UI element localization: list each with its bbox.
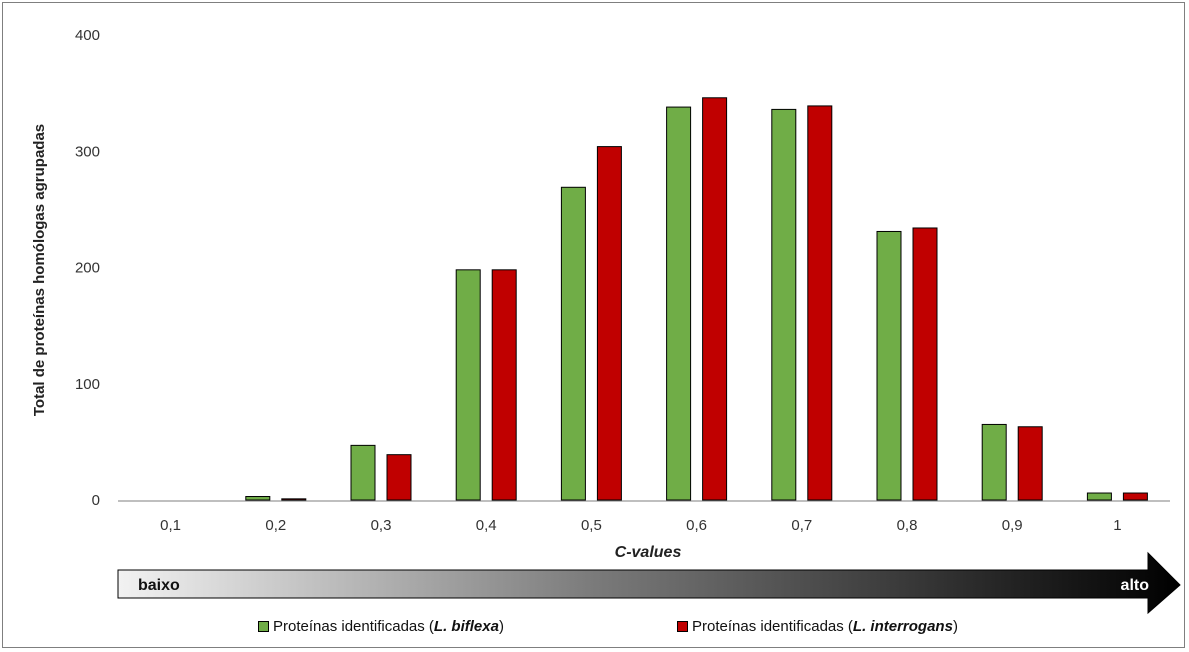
legend-swatch-red [677, 621, 688, 632]
x-tick-label: 0,2 [265, 517, 286, 534]
bar-biflexa [666, 106, 692, 501]
bar-biflexa [876, 230, 902, 501]
legend-species: L. interrogans [852, 618, 953, 635]
legend-prefix: Proteínas identificadas ( [692, 618, 853, 635]
x-tick-label: 0,9 [1002, 517, 1023, 534]
x-tick-label: 0,1 [160, 517, 181, 534]
y-tick-label: 0 [92, 492, 100, 509]
y-tick-label: 200 [75, 260, 100, 277]
y-axis-ticks: 0 100 200 300 400 [75, 27, 100, 509]
y-tick-label: 400 [75, 27, 100, 44]
bar-biflexa [771, 108, 797, 501]
gradient-arrow: baixo alto [117, 551, 1181, 615]
bar-interrogans [912, 227, 938, 501]
bar-biflexa [560, 186, 586, 501]
x-axis-ticks: 0,1 0,2 0,3 0,4 0,5 0,6 0,7 0,8 0,9 1 [160, 517, 1121, 534]
legend-item-biflexa: Proteínas identificadas (L. biflexa) [258, 618, 504, 635]
legend-suffix: ) [498, 618, 504, 635]
y-tick-label: 300 [75, 143, 100, 160]
x-tick-label: 1 [1113, 517, 1121, 534]
bar-biflexa [981, 423, 1007, 501]
bar-biflexa [1086, 492, 1112, 501]
y-axis-label: Total de proteínas homólogas agrupadas [31, 124, 48, 416]
legend-swatch-green [258, 621, 269, 632]
x-tick-label: 0,8 [897, 517, 918, 534]
bar-interrogans [386, 454, 412, 501]
x-tick-label: 0,4 [476, 517, 497, 534]
legend-item-interrogans: Proteínas identificadas (L. interrogans) [677, 618, 958, 635]
bar-biflexa [455, 269, 481, 501]
legend-prefix: Proteínas identificadas ( [273, 618, 434, 635]
x-tick-label: 0,7 [791, 517, 812, 534]
legend-suffix: ) [952, 618, 958, 635]
arrow-right-label: alto [1121, 577, 1150, 594]
bar-interrogans [702, 97, 728, 501]
arrow-left-label: baixo [138, 577, 180, 594]
x-tick-label: 0,6 [686, 517, 707, 534]
legend: Proteínas identificadas (L. biflexa) Pro… [0, 618, 1189, 640]
bar-interrogans [281, 498, 307, 501]
bar-biflexa [245, 496, 271, 501]
bar-biflexa [350, 444, 376, 501]
legend-species: L. biflexa [433, 618, 499, 635]
x-axis-label: C-values [615, 544, 682, 561]
bar-interrogans [1017, 426, 1043, 501]
bar-interrogans [596, 146, 622, 501]
bar-interrogans [807, 105, 833, 501]
bars-group [245, 97, 1148, 501]
y-tick-label: 100 [75, 376, 100, 393]
x-tick-label: 0,5 [581, 517, 602, 534]
bar-interrogans [1122, 492, 1148, 501]
x-tick-label: 0,3 [371, 517, 392, 534]
bar-interrogans [491, 269, 517, 501]
